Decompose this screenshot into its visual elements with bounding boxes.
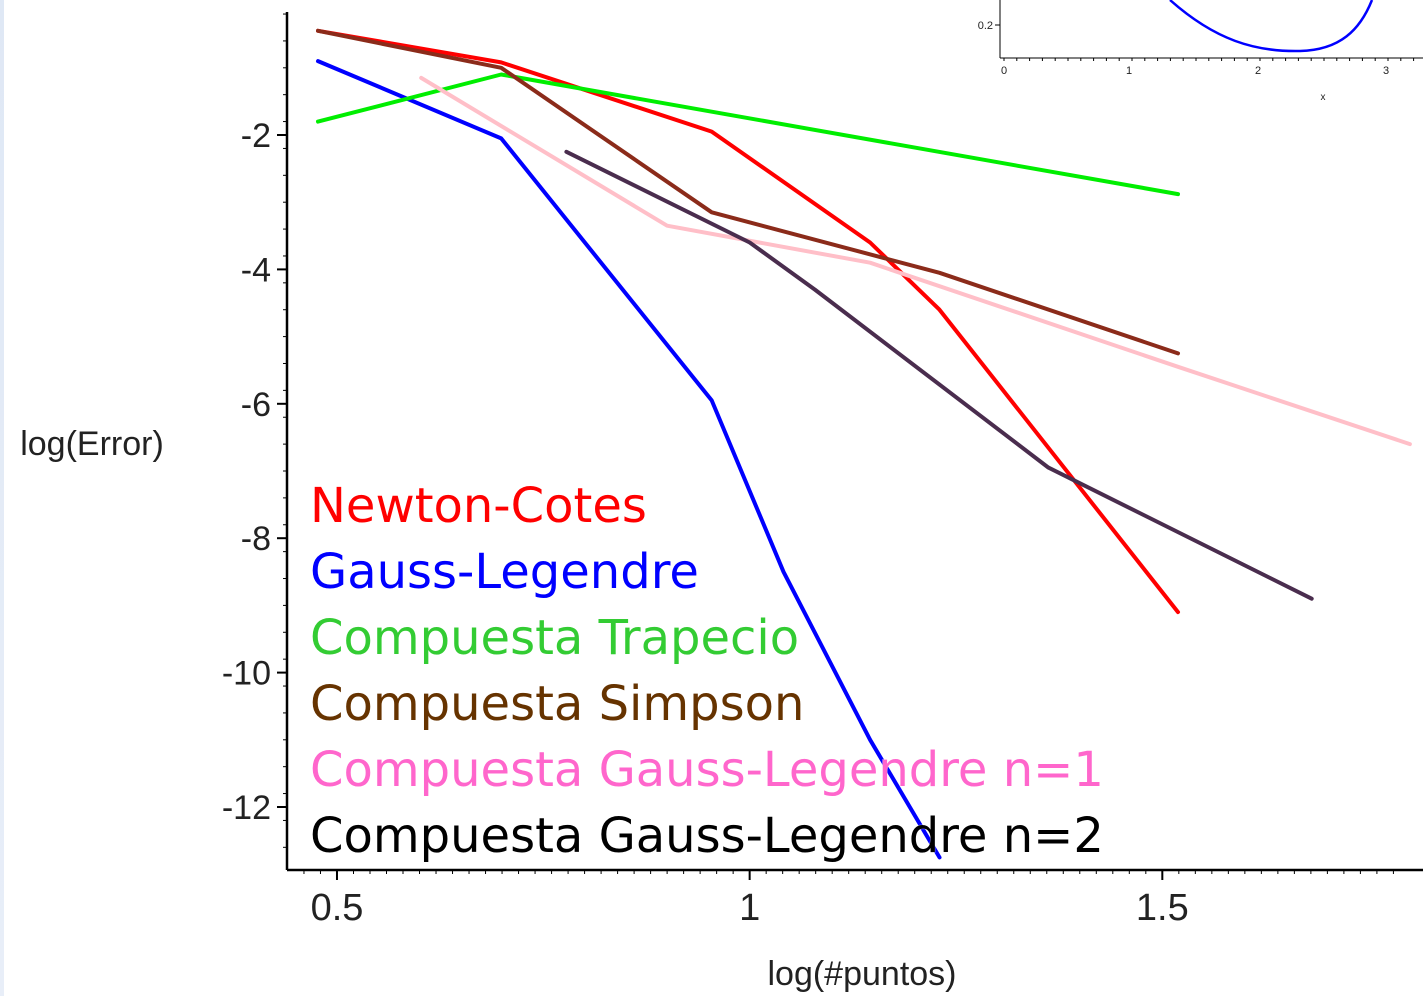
series-line-5	[419, 75, 1412, 447]
y-tick-label: -2	[241, 117, 271, 155]
x-axis-label: log(#puntos)	[767, 955, 956, 993]
inset-x-tick-label-0: 0	[1001, 65, 1007, 77]
inset-ticks	[1003, 58, 1415, 61]
inset-curve	[1169, 0, 1374, 53]
series-group	[316, 28, 1412, 860]
legend-entry-5: Compuesta Gauss-Legendre n=1	[310, 742, 1104, 798]
y-tick-label: -6	[241, 386, 271, 424]
y-axis-label: log(Error)	[20, 425, 164, 463]
series-line-1	[316, 28, 1180, 615]
axes: -2 -4 -6 -8 -10 -12 0.5 1 1.5 log(Error) log(#p…	[20, 12, 1423, 993]
inset-y-tick-label: 0.2	[978, 20, 993, 32]
series-line-4	[316, 28, 1180, 356]
inset-plot: 0.2 0 1 2 3 x	[960, 0, 1423, 110]
legend-entry-6: Compuesta Gauss-Legendre n=2	[310, 808, 1104, 864]
x-ticks: 0.5 1 1.5	[303, 870, 1394, 929]
series-line-3	[316, 72, 1180, 197]
y-tick-label: -8	[241, 520, 271, 558]
inset-x-tick-label-2: 2	[1255, 65, 1261, 77]
series-line-6	[564, 149, 1314, 601]
legend: Newton-Cotes Gauss-Legendre Compuesta Trap…	[310, 478, 1105, 865]
series-line-2	[316, 59, 942, 860]
legend-entry-3: Compuesta Trapecio	[310, 610, 799, 666]
legend-entry-4: Compuesta Simpson	[310, 676, 804, 732]
y-ticks: -2 -4 -6 -8 -10 -12	[222, 13, 287, 848]
legend-entry-1: Newton-Cotes	[310, 478, 647, 534]
inset-x-axis-label: x	[1321, 92, 1326, 103]
inset-x-tick-label-3: 3	[1383, 65, 1389, 77]
window-edge-strip	[0, 0, 4, 996]
x-tick-label: 0.5	[311, 887, 364, 929]
inset-x-tick-label-1: 1	[1126, 65, 1132, 77]
legend-entry-2: Gauss-Legendre	[310, 544, 699, 600]
x-tick-label: 1.5	[1136, 887, 1189, 929]
y-tick-label: -12	[222, 789, 271, 827]
y-tick-label: -10	[222, 655, 271, 693]
x-tick-label: 1	[739, 887, 760, 929]
y-tick-label: -4	[241, 251, 271, 289]
